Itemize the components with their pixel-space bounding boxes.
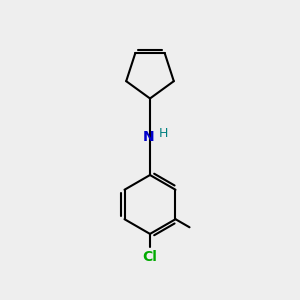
- Text: Cl: Cl: [142, 250, 158, 263]
- Text: H: H: [159, 127, 168, 140]
- Text: N: N: [143, 130, 154, 144]
